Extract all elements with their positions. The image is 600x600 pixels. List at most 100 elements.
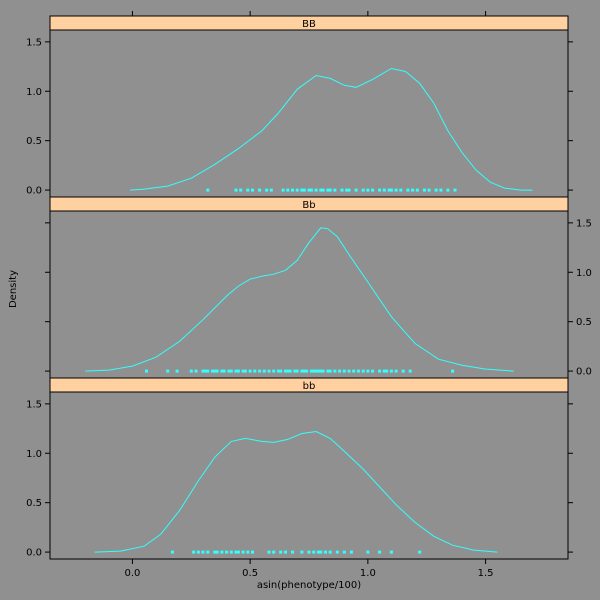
rug-point	[246, 188, 250, 192]
rug-point	[267, 369, 271, 373]
rug-point	[453, 188, 457, 192]
y-tick: 1.0	[26, 87, 573, 98]
rug-point	[220, 550, 224, 554]
rug-point	[229, 550, 233, 554]
y-axis-title: Density	[8, 270, 19, 308]
y-tick-label: 0.5	[26, 498, 42, 509]
rug-point	[213, 369, 217, 373]
rug-point	[272, 550, 276, 554]
rug-point	[366, 369, 370, 373]
rug-point	[272, 369, 276, 373]
rug-point	[382, 369, 386, 373]
rug-point	[361, 188, 365, 192]
rug-point	[427, 188, 431, 192]
rug-point	[189, 369, 193, 373]
rug-point	[345, 188, 349, 192]
rug-point	[243, 369, 247, 373]
y-tick-label: 1.0	[576, 268, 592, 279]
rug-point	[378, 369, 382, 373]
rug-point	[371, 369, 375, 373]
rug-point	[434, 188, 438, 192]
rug-point	[211, 369, 214, 373]
rug-point	[166, 369, 170, 373]
rug-point	[265, 188, 269, 192]
rug-point	[314, 369, 318, 373]
panel-Bb: Bb 0.0 0.5 1.0 1.5	[45, 196, 592, 379]
rug-point	[295, 188, 299, 192]
y-tick-label: 0.0	[576, 367, 592, 378]
strip-label-Bb: Bb	[302, 200, 315, 211]
rug-point	[215, 550, 219, 554]
rug-point	[316, 369, 320, 373]
rug-point	[286, 369, 290, 373]
rug-point	[196, 550, 200, 554]
rug-point	[293, 369, 297, 373]
rug-point	[406, 188, 410, 192]
rug-point	[229, 369, 233, 373]
rug-point	[236, 550, 240, 554]
rug-point	[399, 188, 403, 192]
rug-point	[333, 369, 337, 373]
x-tick-label: 1.5	[478, 568, 494, 579]
rug-point	[284, 550, 287, 554]
rug-point	[401, 369, 405, 373]
y-tick: 0.5	[26, 136, 573, 147]
rug-point	[206, 550, 210, 554]
rug-point	[333, 188, 337, 192]
rug-point	[241, 550, 245, 554]
rug-point	[206, 188, 210, 192]
rug-point	[251, 188, 254, 192]
rug-point	[220, 369, 224, 373]
rug-point	[312, 369, 316, 373]
rug-point	[352, 369, 356, 373]
rug-point	[267, 550, 271, 554]
rug-point	[234, 369, 238, 373]
rug-point	[305, 369, 309, 373]
rug-point	[269, 188, 273, 192]
rug-point	[328, 369, 332, 373]
x-axis-title: asin(phenotype/100)	[257, 580, 361, 591]
rug-point	[439, 188, 443, 192]
panel-bb: bb 0.0 0.5 1.0 1.5	[26, 377, 573, 560]
rug-point	[319, 550, 323, 554]
rug-point	[307, 188, 311, 192]
strip-label-bb: bb	[303, 381, 316, 392]
rug-point	[307, 550, 311, 554]
rug-point	[279, 550, 283, 554]
rug-point	[300, 369, 304, 373]
rug-point	[239, 188, 243, 192]
rug-point	[349, 550, 353, 554]
panel-frame	[49, 391, 569, 560]
rug-point	[312, 550, 316, 554]
y-tick: 1.0	[45, 268, 592, 279]
y-tick: 0.0	[45, 367, 592, 378]
rug-point	[418, 550, 422, 554]
rug-point	[175, 369, 179, 373]
rug-point	[338, 369, 342, 373]
rug-point	[347, 369, 351, 373]
rug-point	[291, 188, 294, 192]
y-tick: 1.5	[45, 218, 592, 229]
rug-point	[246, 550, 250, 554]
rug-point	[389, 188, 393, 192]
y-tick-label: 0.5	[26, 136, 42, 147]
rug-point	[326, 188, 330, 192]
rug-point	[366, 188, 370, 192]
rug-point	[288, 369, 292, 373]
rug-point	[415, 188, 419, 192]
rug-point	[258, 369, 262, 373]
y-tick: 0.0	[26, 186, 573, 197]
rug-point	[203, 369, 207, 373]
rug-point	[316, 550, 320, 554]
rug-point	[335, 550, 339, 554]
density-curve-Bb	[85, 227, 514, 372]
rug-point	[378, 550, 382, 554]
rug-point	[236, 369, 240, 373]
rug-point	[227, 369, 231, 373]
y-tick-label: 0.0	[26, 186, 42, 197]
rug-point	[302, 188, 306, 192]
rug-point	[366, 550, 370, 554]
y-tick: 0.5	[26, 498, 573, 509]
rug-point	[213, 550, 217, 554]
